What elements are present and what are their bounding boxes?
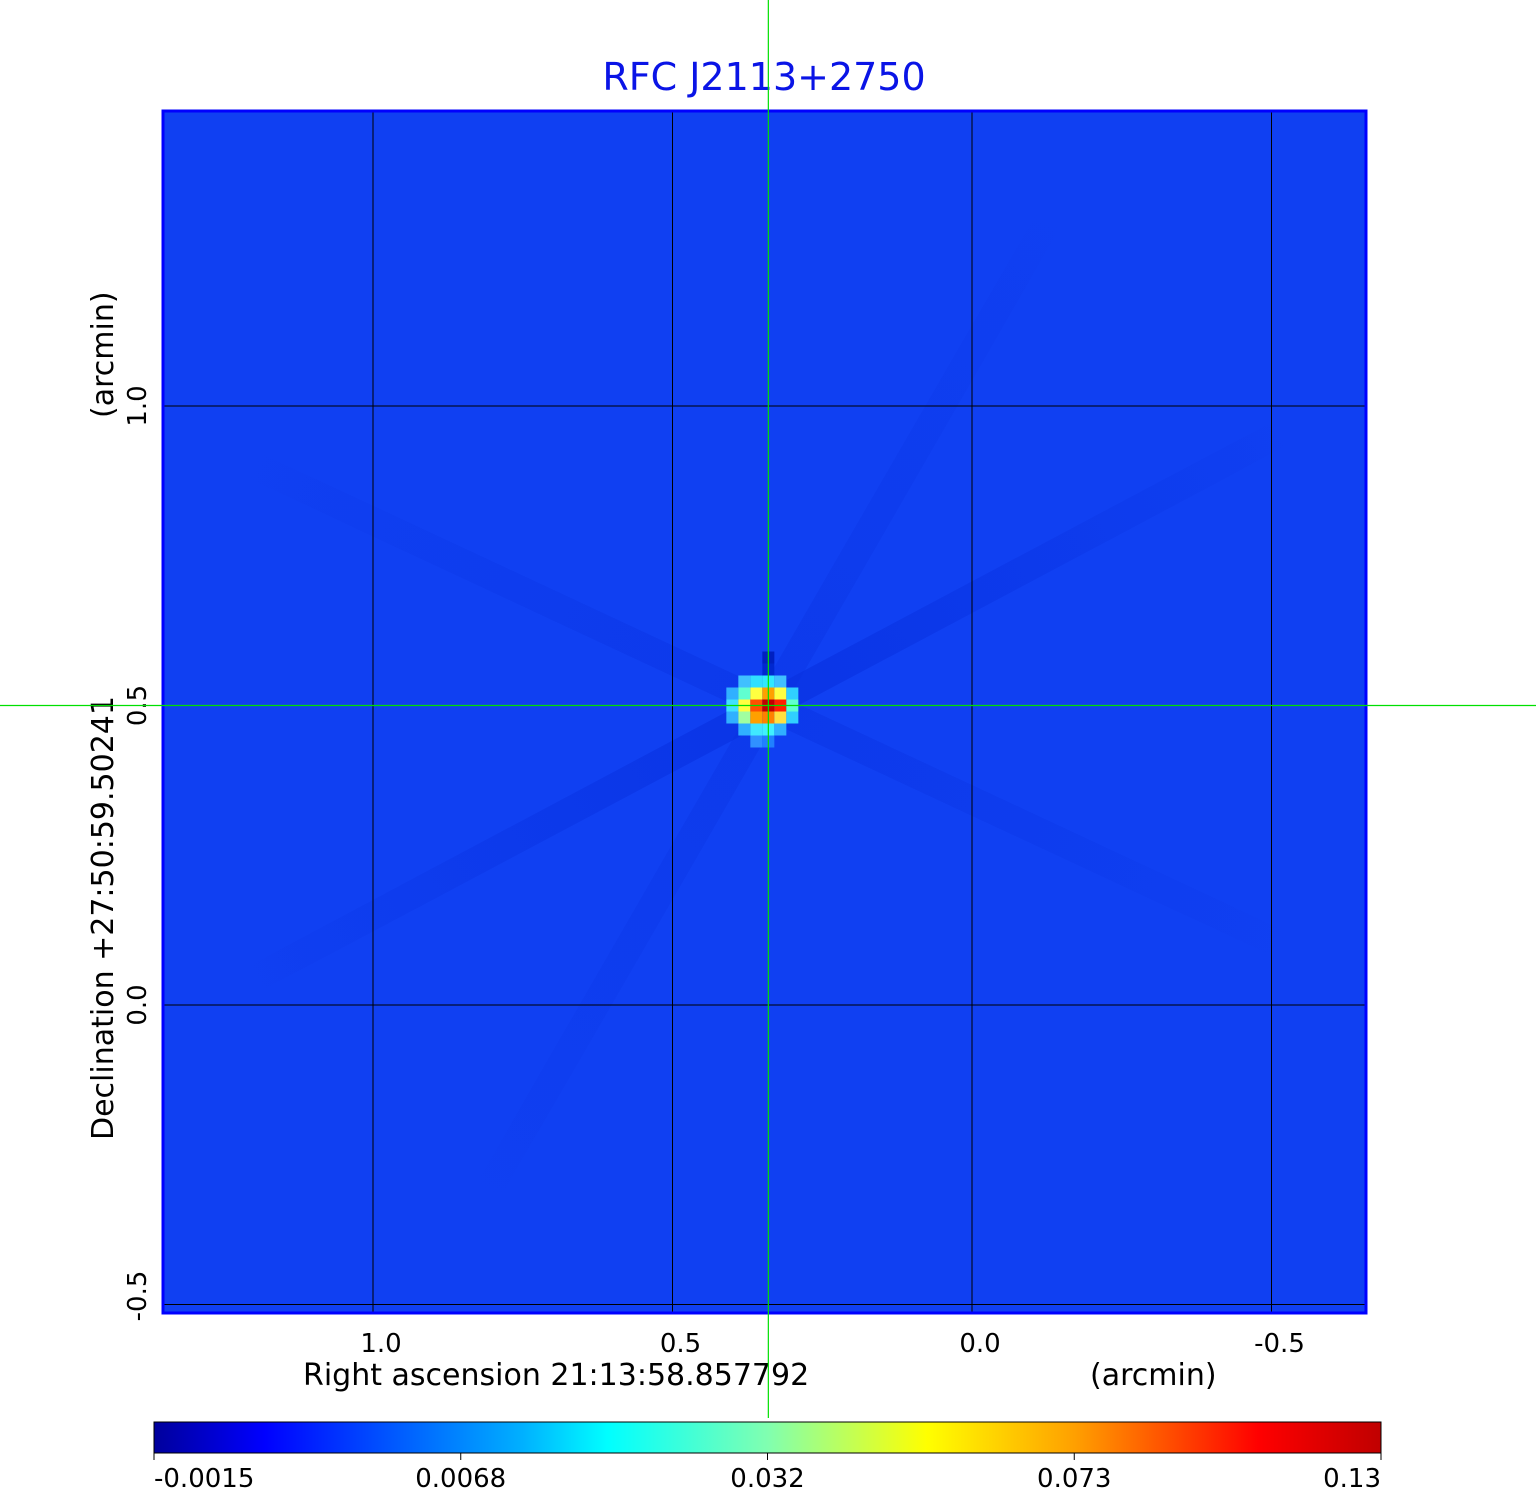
plot-frame <box>161 109 1368 1315</box>
source-pixel <box>750 675 763 688</box>
colorbar-ticks: -0.0015 0.0068 0.032 0.073 0.13 <box>153 1453 1382 1494</box>
x-tick-label: 0.5 <box>660 1329 701 1359</box>
source-pixel <box>738 723 751 736</box>
source-pixel <box>750 723 763 736</box>
y-tick-label: 0.0 <box>123 984 153 1025</box>
y-axis-ticks: 1.00.50.0-0.5 <box>123 385 153 1321</box>
source-pixel <box>726 711 739 724</box>
source-pixel <box>774 687 787 700</box>
x-axis-unit: (arcmin) <box>1090 1358 1217 1393</box>
chart-title: RFC J2113+2750 <box>602 55 925 99</box>
source-pixel <box>774 675 787 688</box>
source-pixel <box>774 711 787 724</box>
colorbar-tick-label: 0.073 <box>1037 1464 1111 1494</box>
colorbar-tick-label: -0.0015 <box>154 1464 254 1494</box>
colorbar <box>153 1421 1382 1454</box>
y-tick-label: -0.5 <box>123 1271 153 1322</box>
source-pixel <box>786 687 799 700</box>
y-axis-unit: (arcmin) <box>86 291 121 418</box>
x-axis-ticks: 1.0 0.5 0.0 -0.5 <box>360 1329 1305 1359</box>
source-pixel <box>726 687 739 700</box>
grid-lines <box>163 111 1366 1313</box>
source-pixel <box>738 711 751 724</box>
y-axis-label: Declination +27:50:59.50241 <box>86 696 121 1140</box>
x-tick-label: 1.0 <box>360 1329 401 1359</box>
source-pixel <box>750 687 763 700</box>
source-pixel <box>750 711 763 724</box>
colorbar-tick-label: 0.13 <box>1323 1464 1381 1494</box>
source-pixel <box>738 687 751 700</box>
source-pixel <box>738 675 751 688</box>
x-tick-label: 0.0 <box>959 1329 1000 1359</box>
source-pixel <box>774 723 787 736</box>
source-pixel <box>786 711 799 724</box>
colorbar-tick-label: 0.0068 <box>415 1464 506 1494</box>
crosshair <box>0 0 1536 1418</box>
x-axis-label: Right ascension 21:13:58.857792 <box>303 1358 809 1393</box>
x-tick-label: -0.5 <box>1254 1329 1305 1359</box>
y-tick-label: 1.0 <box>123 385 153 426</box>
colorbar-tick-label: 0.032 <box>730 1464 804 1494</box>
source-pixel <box>750 735 763 748</box>
